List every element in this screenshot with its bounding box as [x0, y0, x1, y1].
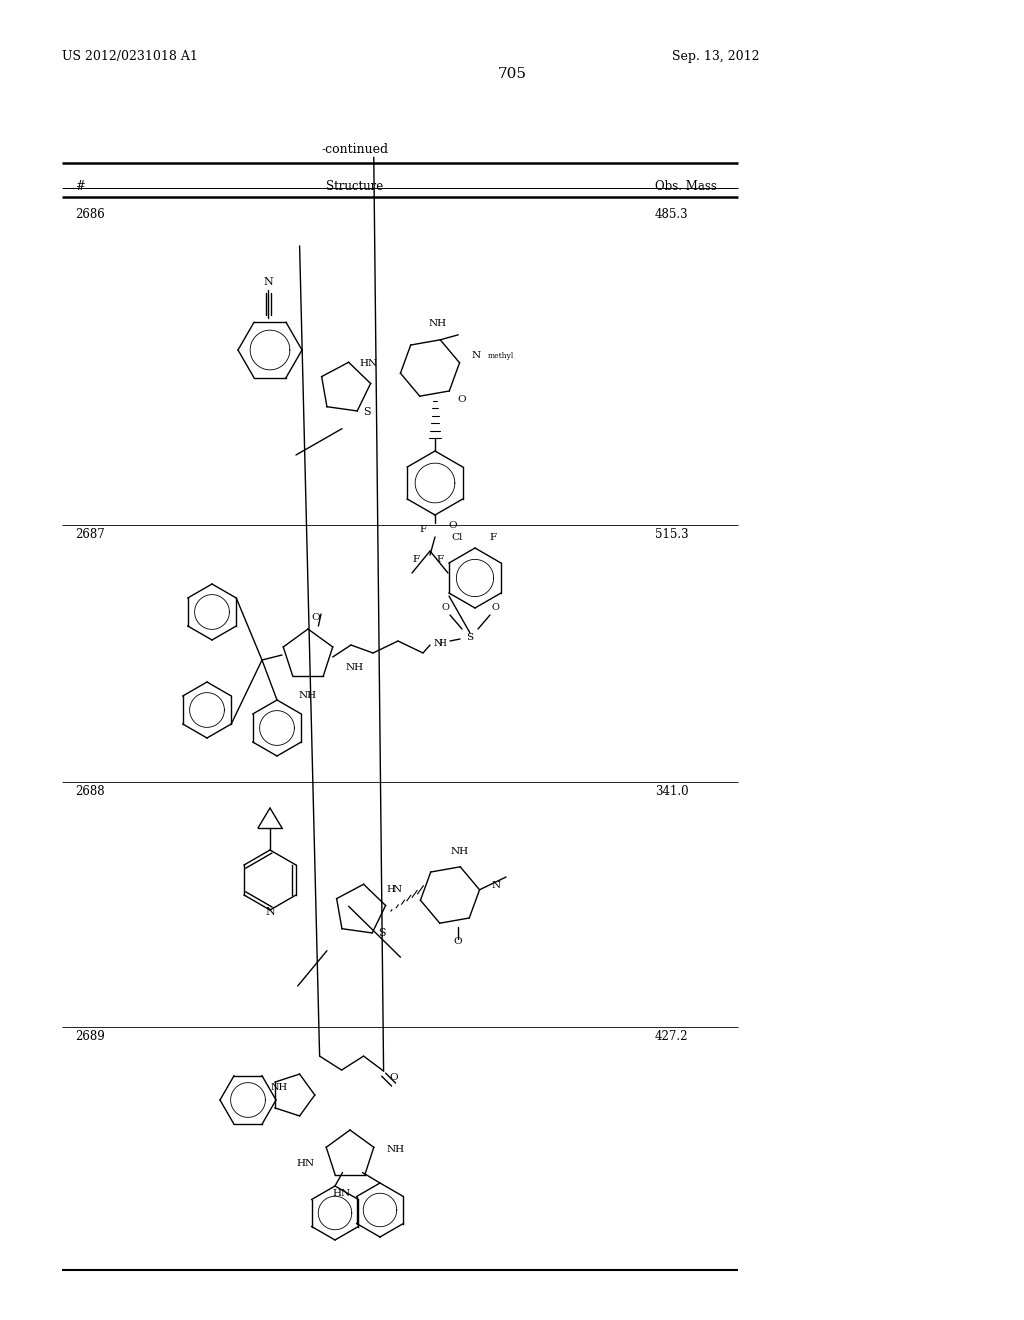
- Text: F: F: [436, 554, 443, 564]
- Text: O: O: [458, 396, 466, 404]
- Text: N: N: [265, 907, 274, 917]
- Text: F: F: [489, 533, 497, 543]
- Text: S: S: [364, 407, 371, 417]
- Text: O: O: [492, 603, 499, 612]
- Text: N: N: [433, 639, 442, 648]
- Text: N: N: [393, 886, 402, 895]
- Text: 2688: 2688: [75, 785, 104, 799]
- Text: N: N: [492, 880, 501, 890]
- Text: #: #: [75, 180, 85, 193]
- Text: NH: NH: [270, 1082, 288, 1092]
- Text: S: S: [467, 634, 473, 643]
- Text: N: N: [472, 351, 481, 360]
- Text: Obs. Mass: Obs. Mass: [655, 180, 717, 193]
- Text: H: H: [438, 639, 446, 648]
- Text: NH: NH: [346, 663, 365, 672]
- Text: O: O: [311, 612, 321, 622]
- Text: methyl: methyl: [488, 352, 514, 360]
- Text: HN: HN: [333, 1189, 351, 1199]
- Text: 485.3: 485.3: [655, 209, 688, 220]
- Text: 2686: 2686: [75, 209, 104, 220]
- Text: O: O: [454, 936, 462, 945]
- Text: Sep. 13, 2012: Sep. 13, 2012: [673, 50, 760, 63]
- Text: F: F: [420, 524, 427, 533]
- Text: H: H: [386, 886, 395, 895]
- Text: 2687: 2687: [75, 528, 104, 541]
- Text: 515.3: 515.3: [655, 528, 688, 541]
- Text: N: N: [263, 277, 272, 286]
- Text: NH: NH: [387, 1146, 406, 1155]
- Text: NH: NH: [429, 319, 447, 329]
- Text: O: O: [441, 603, 449, 612]
- Text: NH: NH: [451, 846, 469, 855]
- Text: 705: 705: [498, 67, 526, 81]
- Text: 427.2: 427.2: [655, 1030, 688, 1043]
- Text: HN: HN: [297, 1159, 315, 1167]
- Text: US 2012/0231018 A1: US 2012/0231018 A1: [62, 50, 198, 63]
- Text: -continued: -continued: [322, 143, 388, 156]
- Text: F: F: [413, 554, 420, 564]
- Text: S: S: [378, 928, 386, 939]
- Text: O: O: [389, 1073, 398, 1081]
- Text: Cl: Cl: [452, 533, 463, 543]
- Text: 2689: 2689: [75, 1030, 104, 1043]
- Text: HN: HN: [359, 359, 378, 367]
- Text: NH: NH: [299, 690, 317, 700]
- Text: 341.0: 341.0: [655, 785, 688, 799]
- Text: O: O: [449, 520, 458, 529]
- Text: Structure: Structure: [327, 180, 384, 193]
